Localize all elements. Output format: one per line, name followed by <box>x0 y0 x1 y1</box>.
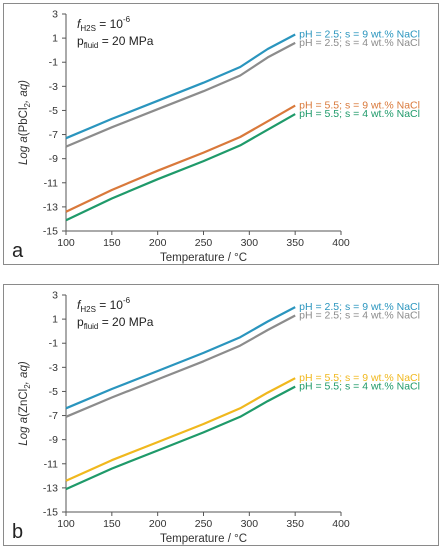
chart-b-y-tick-label: -7 <box>49 410 58 422</box>
chart-b-y-axis-title: Log a(ZnCl2, aq) <box>18 361 32 446</box>
chart-b-series-label-1: pH = 2.5; s = 9 wt.% NaCl <box>299 301 420 313</box>
chart-b-series-line-1 <box>65 306 296 410</box>
chart-a-y-tick-label: -5 <box>49 105 58 117</box>
chart-b-series-line-2 <box>65 314 296 418</box>
chart-b-y-tick-label: -1 <box>49 338 58 350</box>
chart-a-y-tick-label: -15 <box>43 226 58 238</box>
chart-b-y-tick-label: -9 <box>49 434 58 446</box>
chart-b-y-tick-label: -3 <box>49 362 58 374</box>
chart-a-y-tick-label: 3 <box>52 9 58 21</box>
chart-a-condition-fh2s: fH2S = 10-6 <box>77 15 131 33</box>
chart-a-x-tick-label: 250 <box>195 237 213 249</box>
chart-a-x-tick-label: 400 <box>332 237 350 249</box>
chart-a-y-axis-title: Log a(PbCl2, aq) <box>18 80 32 165</box>
chart-a-x-tick-label: 300 <box>241 237 259 249</box>
chart-b-x-tick-label: 400 <box>332 518 350 530</box>
chart-a-series-line-1 <box>65 33 296 140</box>
chart-b-series-label-2: pH = 2.5; s = 4 wt.% NaCl <box>299 309 420 321</box>
chart-b-condition-fh2s: fH2S = 10-6 <box>77 296 131 314</box>
chart-a-series-label-1: pH = 2.5; s = 9 wt.% NaCl <box>299 28 420 40</box>
chart-a-y-tick-label: 1 <box>52 33 58 45</box>
chart-a-series-label-3: pH = 5.5; s = 9 wt.% NaCl <box>299 100 420 112</box>
chart-a-series-line-2 <box>65 41 296 148</box>
chart-a-x-tick-label: 200 <box>149 237 167 249</box>
chart-b-x-tick-label: 150 <box>103 518 121 530</box>
chart-b-y-tick-label: -13 <box>43 482 58 494</box>
chart-b-y-tick-label: -15 <box>43 507 58 519</box>
chart-a-x-tick-label: 100 <box>57 237 75 249</box>
chart-a-series-line-3 <box>65 104 296 213</box>
chart-a-series-label-2: pH = 2.5; s = 4 wt.% NaCl <box>299 37 420 49</box>
chart-a-x-tick-label: 350 <box>286 237 304 249</box>
chart-b-condition-pfluid: pfluid = 20 MPa <box>77 315 154 331</box>
chart-b-series-label-4: pH = 5.5; s = 4 wt.% NaCl <box>299 381 420 393</box>
chart-b-y-tick-label: 1 <box>52 314 58 326</box>
chart-a-condition-pfluid: pfluid = 20 MPa <box>77 34 154 50</box>
chart-a-series-label-4: pH = 5.5; s = 4 wt.% NaCl <box>299 108 420 120</box>
chart-b-panel-letter: b <box>12 521 23 543</box>
chart-a-series-line-4 <box>65 113 296 222</box>
chart-a-x-tick-label: 150 <box>103 237 121 249</box>
chart-b-series-label-3: pH = 5.5; s = 9 wt.% NaCl <box>299 372 420 384</box>
chart-b-y-tick-label: -5 <box>49 386 58 398</box>
chart-b-x-tick-label: 350 <box>286 518 304 530</box>
chart-a-x-axis-title: Temperature / °C <box>160 252 247 264</box>
chart-panel-a: 3 1 -1 -3 -5 -7 -9 -11 -13 -15 100 150 200 250 300 350 4… <box>3 3 439 265</box>
chart-a-y-tick-label: -9 <box>49 153 58 165</box>
chart-b-series-line-3 <box>65 377 296 482</box>
chart-panel-b: 3 1 -1 -3 -5 -7 -9 -11 -13 -15 100 150 200 250 300 350 4… <box>3 284 439 546</box>
chart-b-x-tick-label: 100 <box>57 518 75 530</box>
chart-a-y-tick-label: -13 <box>43 201 58 213</box>
chart-b-x-tick-label: 250 <box>195 518 213 530</box>
chart-b-x-axis-title: Temperature / °C <box>160 533 247 545</box>
chart-a-y-tick-label: -11 <box>44 177 59 189</box>
chart-b-y-tick-label: 3 <box>52 290 58 302</box>
chart-b-series-line-4 <box>65 385 296 491</box>
chart-a-y-tick-label: -3 <box>49 81 58 93</box>
chart-b-x-tick-label: 200 <box>149 518 167 530</box>
chart-b-y-tick-label: -11 <box>44 458 59 470</box>
chart-a-y-tick-label: -1 <box>49 57 58 69</box>
chart-a-y-tick-label: -7 <box>49 129 58 141</box>
chart-a-panel-letter: a <box>12 240 24 262</box>
chart-b-x-tick-label: 300 <box>241 518 259 530</box>
